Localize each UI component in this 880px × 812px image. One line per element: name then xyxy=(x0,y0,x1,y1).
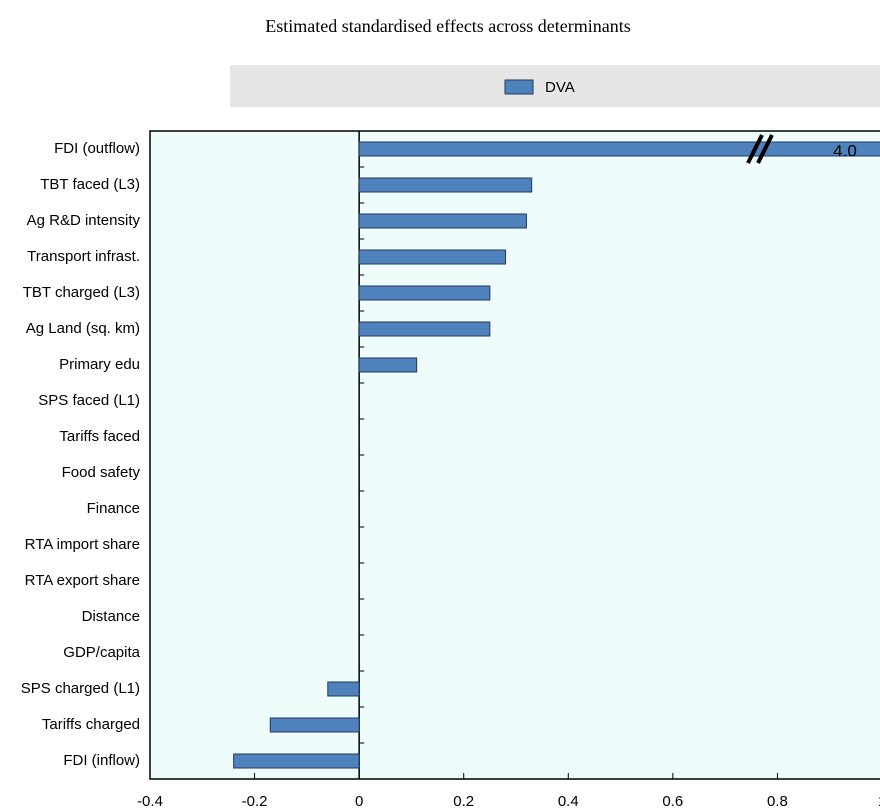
y-tick-label: Ag Land (sq. km) xyxy=(26,320,140,337)
y-tick-label: TBT faced (L3) xyxy=(40,176,140,193)
bar xyxy=(269,717,360,733)
legend-label: DVA xyxy=(545,79,575,96)
x-tick-label: 0.2 xyxy=(453,793,474,810)
y-tick-label: Food safety xyxy=(62,464,141,481)
x-tick-label: 0.8 xyxy=(767,793,788,810)
axis-break xyxy=(756,134,774,164)
y-tick-label: Distance xyxy=(82,608,140,625)
y-tick-label: SPS faced (L1) xyxy=(38,392,140,409)
chart-title: Estimated standardised effects across de… xyxy=(265,16,631,36)
bar xyxy=(327,681,360,697)
x-tick-label: -0.4 xyxy=(137,793,163,810)
y-tick-label: Transport infrast. xyxy=(27,248,140,265)
bar xyxy=(233,753,360,769)
x-tick-label: 0.4 xyxy=(558,793,579,810)
x-tick-label: -0.2 xyxy=(242,793,268,810)
x-tick-label: 0 xyxy=(355,793,363,810)
y-tick-label: FDI (inflow) xyxy=(63,752,140,769)
y-tick-label: RTA export share xyxy=(25,572,140,589)
y-tick-label: SPS charged (L1) xyxy=(21,680,140,697)
bar xyxy=(358,321,491,337)
bar xyxy=(358,177,533,193)
legend-swatch xyxy=(504,79,534,95)
y-tick-label: Ag R&D intensity xyxy=(27,212,141,229)
y-tick-label: TBT charged (L3) xyxy=(23,284,140,301)
legend-box xyxy=(230,65,880,107)
bar xyxy=(358,213,527,229)
y-tick-label: Finance xyxy=(87,500,140,517)
y-tick-label: FDI (outflow) xyxy=(54,140,140,157)
x-tick-label: 0.6 xyxy=(662,793,683,810)
bar xyxy=(358,285,491,301)
y-tick-label: Tariffs faced xyxy=(59,428,140,445)
y-tick-label: Primary edu xyxy=(59,356,140,373)
plot-area xyxy=(149,130,880,780)
y-tick-label: GDP/capita xyxy=(63,644,140,661)
bar xyxy=(358,357,418,373)
value-label: 4.0 xyxy=(833,141,857,160)
bar xyxy=(358,141,880,157)
y-tick-label: Tariffs charged xyxy=(42,716,140,733)
bar xyxy=(358,249,507,265)
axis-break xyxy=(746,134,764,164)
y-tick-label: RTA import share xyxy=(25,536,140,553)
x-tick-label: 1 xyxy=(878,793,880,810)
